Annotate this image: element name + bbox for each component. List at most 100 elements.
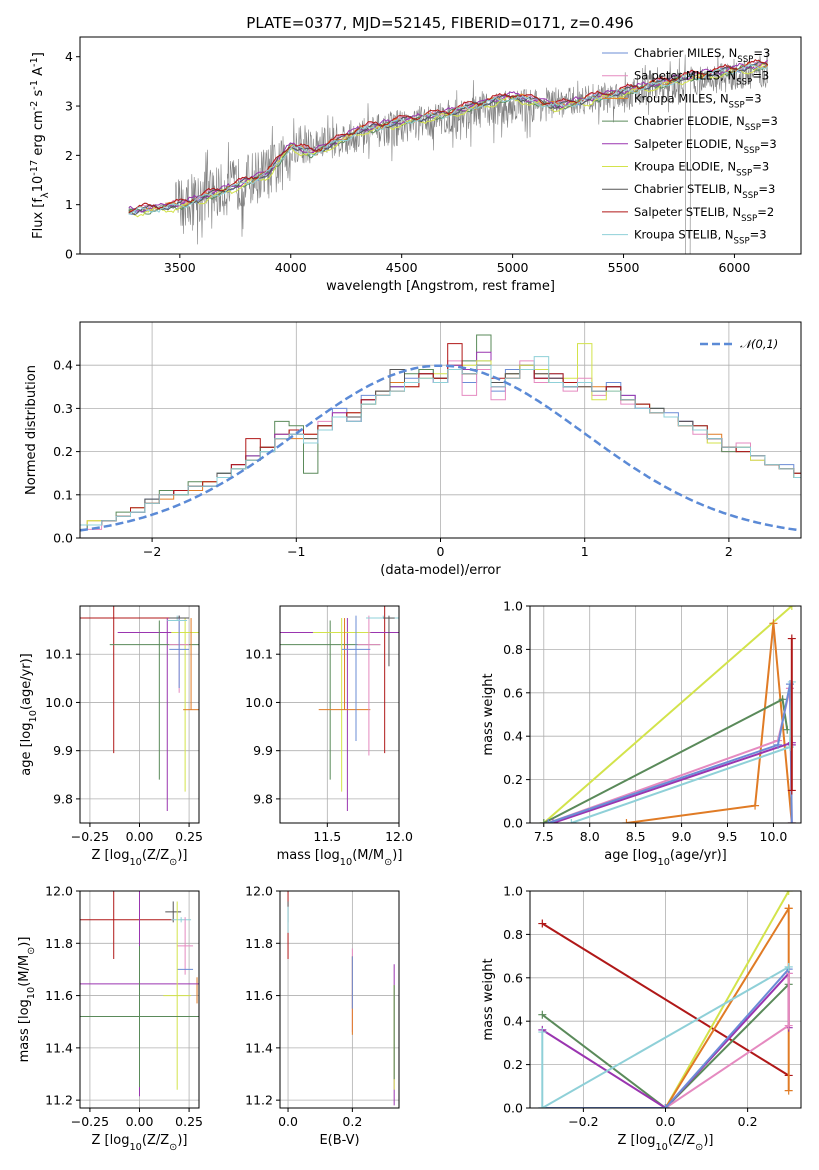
y-tick-label: 10.1 — [245, 647, 273, 662]
mass-weight-marker — [784, 1086, 793, 1095]
y-tick-label: 9.8 — [53, 791, 73, 806]
mass-weight-line — [541, 983, 790, 1108]
x-tick-label: 12.0 — [385, 829, 413, 844]
mass-weight-marker — [784, 962, 793, 971]
y-tick-label: 0.0 — [53, 531, 73, 546]
y-tick-label: 9.9 — [53, 743, 73, 758]
residual-histogram — [80, 360, 801, 526]
mass-weight-marker — [774, 740, 783, 749]
legend-label: Kroupa STELIB, NSSP=3 — [634, 228, 767, 247]
y-axis-label: Flux [fλ10-17 erg cm-2 s-1 A-1] — [29, 52, 51, 239]
age-vs-mass-panel: 11.5 12.0 9.8 9.9 10.0 10.1 mass [log10(M/M⊙)] — [245, 605, 413, 868]
x-tick-label: 0.2 — [738, 1114, 758, 1129]
x-axis-label: Z [log10(Z/Z⊙)] — [92, 848, 188, 868]
x-axis-label: wavelength [Angstrom, rest frame] — [326, 279, 555, 294]
y-tick-label: 0.2 — [503, 1057, 523, 1072]
y-tick-label: 0.3 — [53, 401, 73, 416]
mass-weight-marker — [787, 634, 796, 643]
x-tick-label: 1 — [581, 544, 589, 559]
y-tick-label: 10.0 — [245, 695, 273, 710]
plot-area — [287, 891, 395, 1106]
spectrum-panel: 3500 4000 4500 5000 5500 6000 0 1 2 3 4 wavelength … — [29, 36, 802, 294]
mass-weight-marker — [751, 801, 760, 810]
residual-histogram — [80, 334, 801, 530]
x-tick-label: 4500 — [386, 260, 418, 275]
y-tick-label: 9.9 — [253, 743, 273, 758]
x-axis-label: (data-model)/error — [380, 563, 501, 578]
mass-weight-line — [542, 968, 790, 1108]
x-tick-label: −0.2 — [568, 1114, 598, 1129]
x-tick-label: 0.0 — [656, 1114, 676, 1129]
legend-label: Chabrier STELIB, NSSP=3 — [634, 182, 775, 201]
y-axis-label: mass weight — [481, 958, 496, 1040]
x-tick-label: 8.5 — [626, 829, 646, 844]
y-tick-label: 11.6 — [45, 988, 73, 1003]
figure-title: PLATE=0377, MJD=52145, FIBERID=0171, z=0… — [246, 14, 633, 32]
plot-area — [539, 606, 796, 823]
y-tick-label: 1.0 — [503, 884, 523, 899]
mass-weight-marker — [787, 606, 796, 610]
mass-weight-marker — [538, 1104, 547, 1108]
weight-vs-metallicity-panel: −0.2 0.0 0.2 0.0 0.2 0.4 0.6 0.8 1.0 Z [log10(Z/Z… — [481, 884, 802, 1153]
axes-frame — [529, 605, 802, 824]
x-tick-label: −1 — [287, 544, 305, 559]
mass-weight-marker — [784, 904, 793, 913]
y-tick-label: 0.0 — [503, 1101, 523, 1116]
y-tick-label: 10.0 — [45, 695, 73, 710]
y-tick-label: 0.6 — [503, 970, 523, 985]
legend-label: Salpeter STELIB, NSSP=2 — [634, 205, 774, 224]
y-tick-label: 3 — [65, 99, 73, 114]
mass-weight-line — [541, 922, 790, 1077]
y-tick-label: 0.4 — [503, 1014, 523, 1029]
y-tick-label: 11.4 — [45, 1040, 73, 1055]
age-vs-metallicity-panel: −0.25 0.00 0.25 9.8 9.9 10.0 10.1 Z [log10(Z/Z⊙… — [19, 605, 203, 868]
mass-weight-line — [543, 606, 793, 823]
residual-histogram — [80, 364, 801, 526]
residual-histogram — [80, 343, 801, 526]
y-tick-label: 0.2 — [53, 444, 73, 459]
x-tick-label: −0.25 — [71, 829, 109, 844]
residual-histogram — [80, 364, 801, 526]
plot-area — [280, 606, 399, 811]
weight-vs-age-panel: 7.5 8.0 8.5 9.0 9.5 10.0 0.0 0.2 0.4 0.6 0.8 1.0 age… — [481, 599, 802, 868]
x-tick-label: 7.5 — [534, 829, 554, 844]
x-tick-label: 11.5 — [313, 829, 341, 844]
x-tick-label: 0.25 — [175, 829, 203, 844]
x-tick-label: 0.25 — [175, 1114, 203, 1129]
mass-weight-marker — [787, 819, 796, 823]
x-axis-label: Z [log10(Z/Z⊙)] — [92, 1133, 188, 1153]
mass-weight-marker — [661, 1104, 670, 1108]
mass-weight-line — [626, 623, 793, 823]
y-tick-label: 0.6 — [503, 685, 523, 700]
x-tick-label: 2 — [725, 544, 733, 559]
x-tick-label: 3500 — [164, 260, 196, 275]
mass-weight-marker — [778, 695, 787, 704]
legend-label: 𝒩(0,1) — [740, 337, 778, 351]
residual-histogram — [80, 356, 801, 526]
axes-frame — [279, 605, 400, 824]
mass-weight-marker — [567, 819, 576, 823]
mass-weight-line — [541, 966, 790, 1108]
legend-label: Salpeter ELODIE, NSSP=3 — [634, 137, 777, 156]
x-axis-label: age [log10(age/yr)] — [604, 848, 727, 868]
mass-weight-marker — [544, 819, 553, 823]
y-tick-label: 0.2 — [503, 772, 523, 787]
mass-weight-marker — [769, 619, 778, 628]
x-tick-label: 10.0 — [760, 829, 788, 844]
y-axis-label: mass [log10(M/M⊙)] — [17, 937, 37, 1063]
y-tick-label: 1 — [65, 197, 73, 212]
legend-label: Kroupa MILES, NSSP=3 — [634, 91, 762, 110]
legend-label: Kroupa ELODIE, NSSP=3 — [634, 160, 769, 179]
residual-histogram — [80, 351, 801, 526]
axes-frame — [279, 890, 400, 1109]
y-tick-label: 10.1 — [45, 647, 73, 662]
mass-vs-ebv-panel: 0.0 0.2 11.2 11.4 11.6 11.8 12.0 E(B-V) — [245, 884, 400, 1148]
y-tick-label: 11.2 — [245, 1093, 273, 1108]
y-tick-label: 1.0 — [503, 599, 523, 614]
y-tick-label: 11.6 — [245, 988, 273, 1003]
residual-histogram — [80, 360, 801, 530]
y-tick-label: 0.4 — [53, 358, 73, 373]
y-tick-label: 0 — [65, 247, 73, 262]
residual-histogram — [80, 343, 801, 526]
